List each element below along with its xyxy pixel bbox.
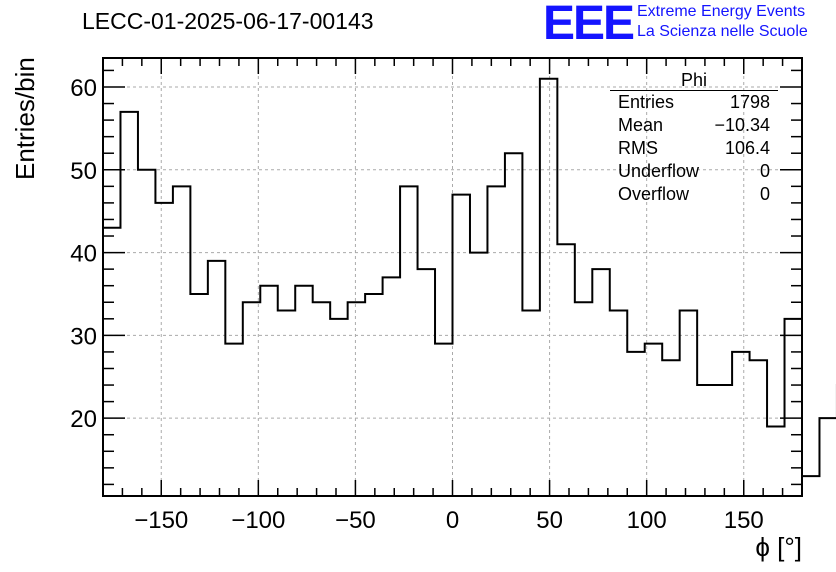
- stats-label: Mean: [618, 115, 664, 135]
- logo-caption: Extreme Energy Events La Scienza nelle S…: [637, 2, 808, 42]
- x-tick-label: −150: [134, 507, 188, 534]
- x-tick-label: 150: [724, 507, 764, 534]
- stats-box-title: Phi: [610, 70, 778, 91]
- logo-caption-line1: Extreme Energy Events: [637, 3, 806, 20]
- stats-value: 0: [759, 161, 770, 181]
- stats-box: Phi Entries 1798 Mean −10.34 RMS 106.4 Underfl…: [610, 70, 778, 206]
- y-tick-label: 30: [70, 323, 97, 350]
- x-tick-label: 0: [446, 507, 459, 534]
- x-axis-label: ϕ [°]: [755, 532, 802, 562]
- stats-rows: Entries 1798 Mean −10.34 RMS 106.4 Underflow 0 O…: [610, 91, 778, 206]
- y-axis-label: Entries/bin: [10, 57, 40, 180]
- stats-row-entries: Entries 1798: [610, 91, 778, 114]
- logo-caption-line2: La Scienza nelle Scuole: [637, 23, 808, 40]
- stats-label: Entries: [618, 92, 675, 112]
- plot-frame: [102, 57, 803, 497]
- histogram-line: [103, 77, 836, 478]
- stats-value: 0: [759, 184, 770, 204]
- stats-label: Overflow: [618, 184, 690, 204]
- eee-logo: EEE: [543, 0, 635, 50]
- y-tick-label: 50: [70, 158, 97, 185]
- chart-title: LECC-01-2025-06-17-00143: [82, 8, 374, 34]
- y-tick-label: 40: [70, 241, 97, 268]
- stats-value: 1798: [729, 92, 770, 112]
- axis-ticks: [102, 58, 803, 496]
- stats-row-overflow: Overflow 0: [610, 183, 778, 206]
- x-tick-label: −50: [335, 507, 376, 534]
- stats-row-underflow: Underflow 0: [610, 160, 778, 183]
- stats-value: −10.34: [714, 115, 770, 135]
- stats-row-rms: RMS 106.4: [610, 137, 778, 160]
- x-tick-label: 50: [536, 507, 563, 534]
- stats-row-mean: Mean −10.34: [610, 114, 778, 137]
- tick-labels: −150 −100 −50 0 50 100 150 20 30 40 50 60: [70, 75, 763, 534]
- y-tick-label: 60: [70, 75, 97, 102]
- x-tick-label: −100: [231, 507, 285, 534]
- stats-value: 106.4: [724, 138, 770, 158]
- x-tick-label: 100: [627, 507, 667, 534]
- stats-label: RMS: [618, 138, 658, 158]
- y-tick-label: 20: [70, 406, 97, 433]
- stats-label: Underflow: [618, 161, 700, 181]
